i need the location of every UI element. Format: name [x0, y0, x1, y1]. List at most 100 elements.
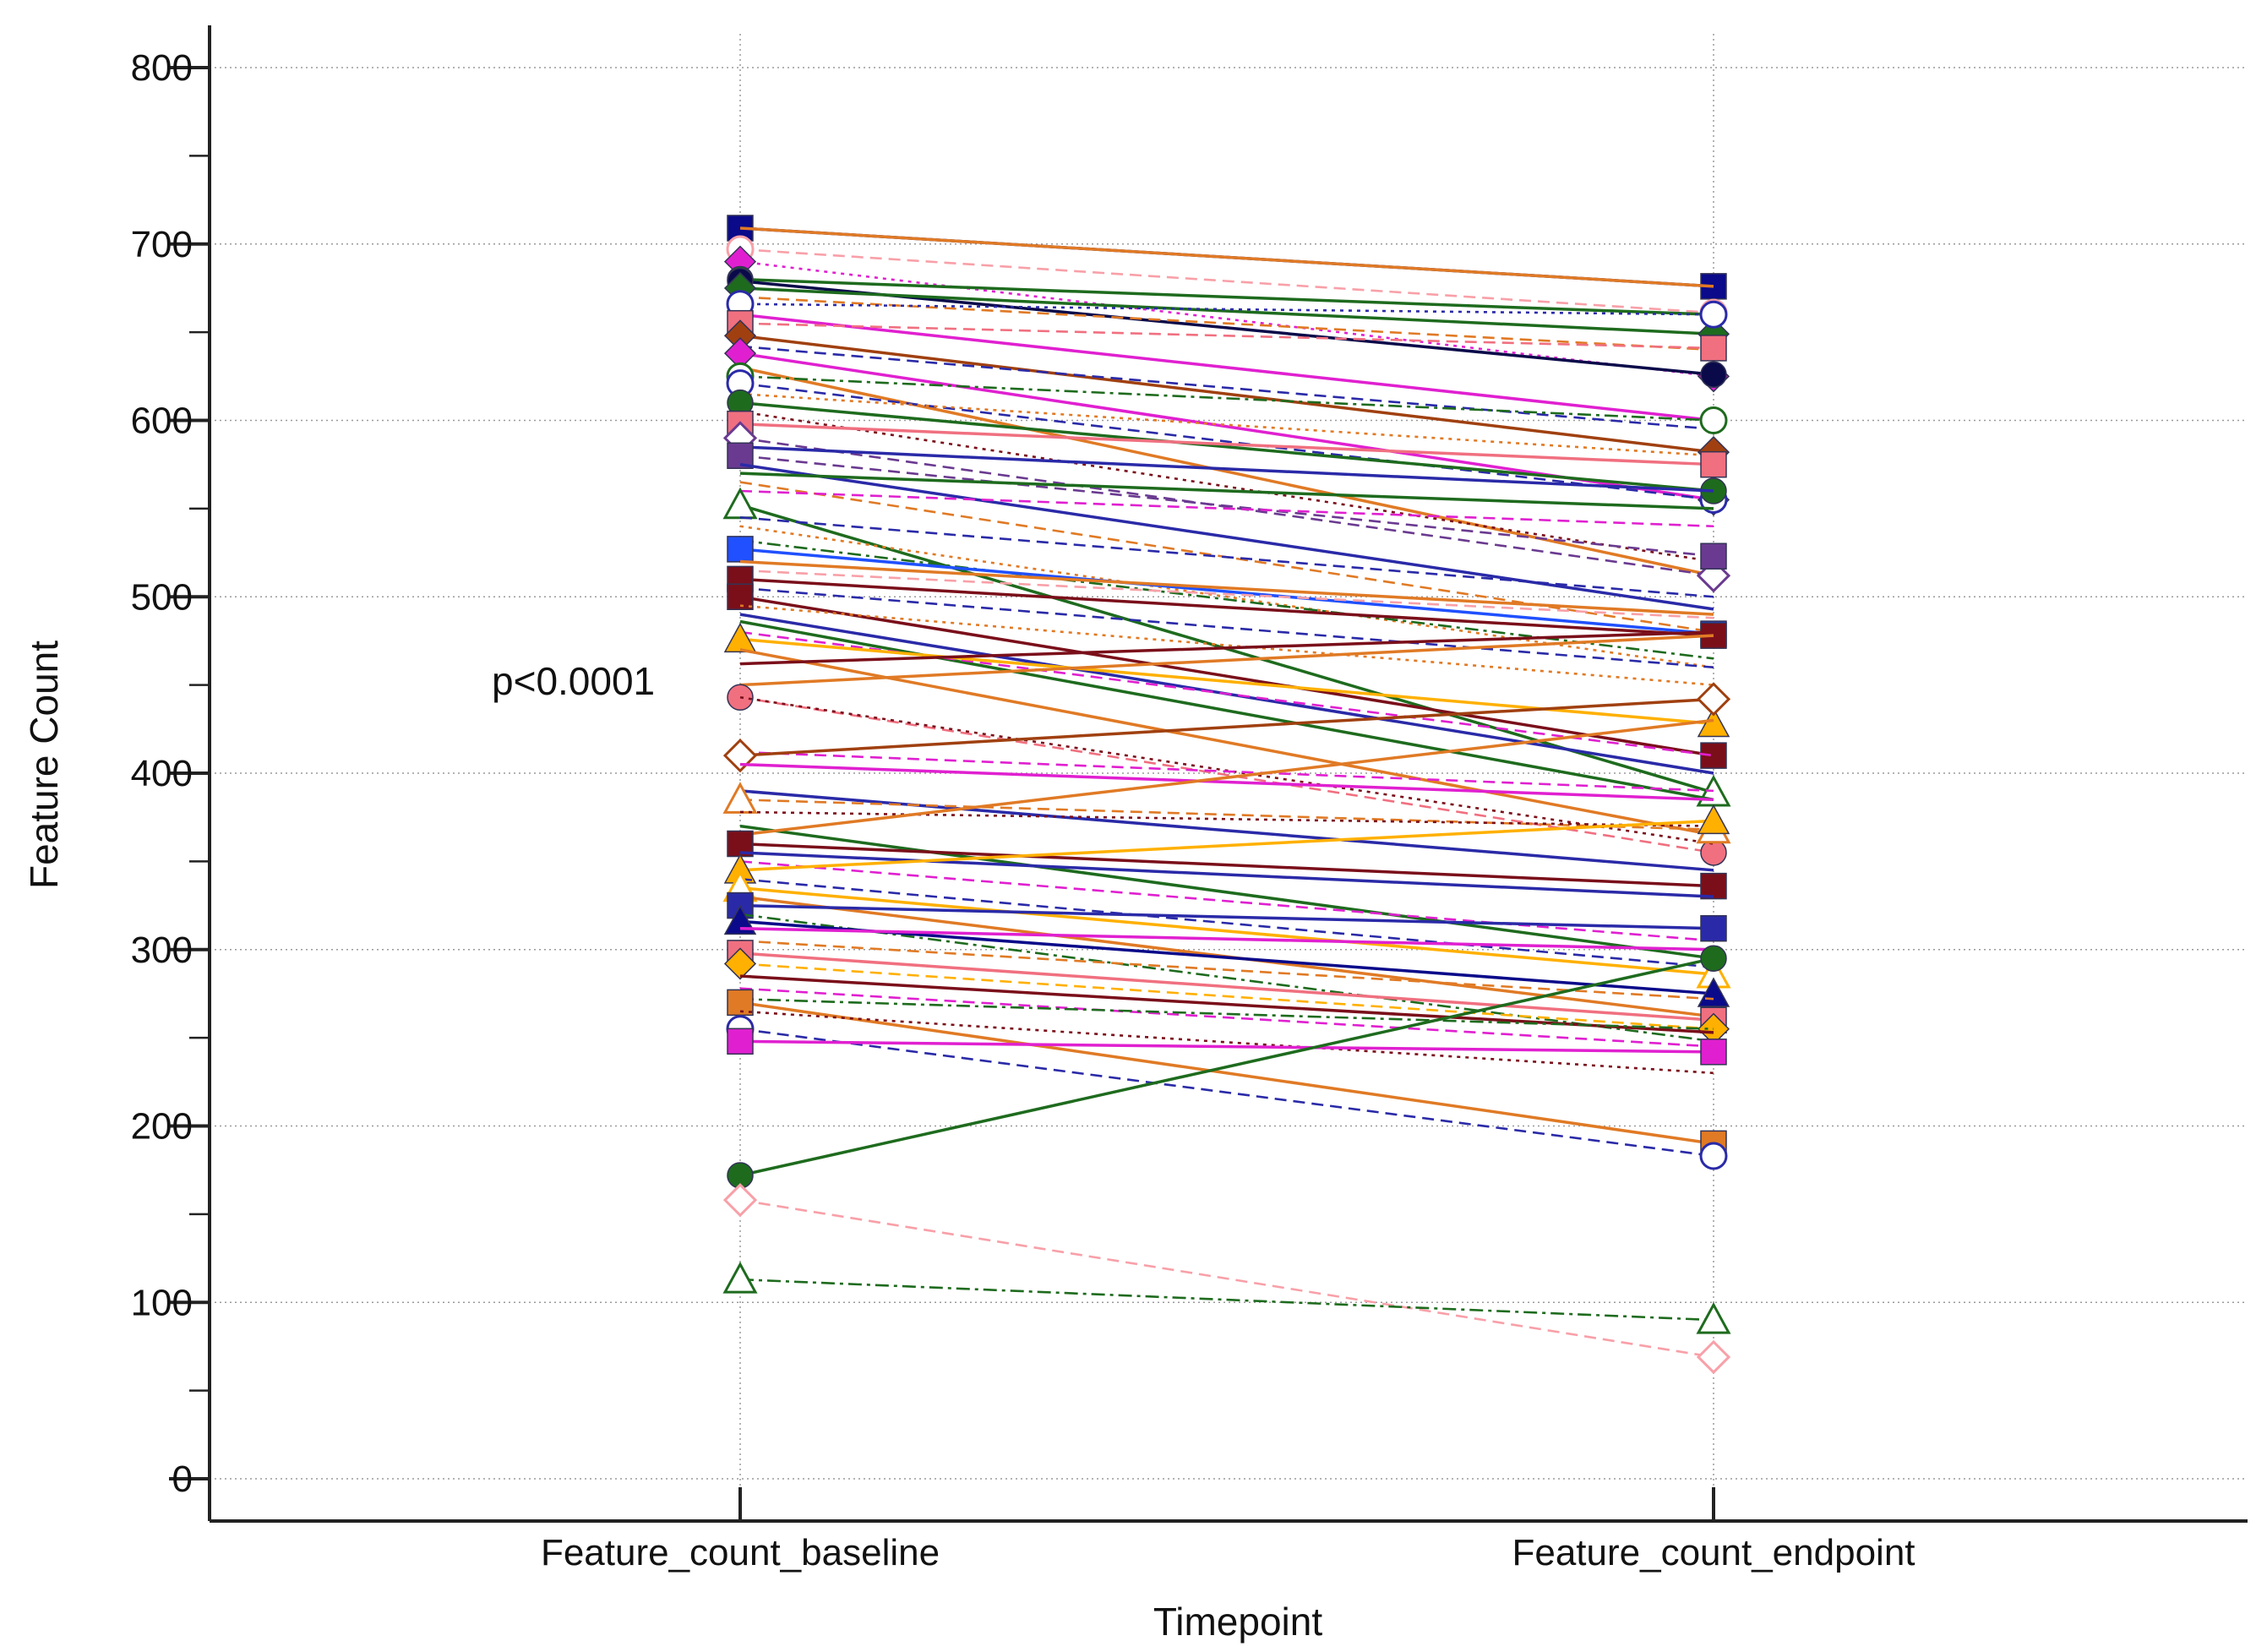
y-tick-label: 600 [131, 401, 193, 442]
series-S56 [739, 718, 1714, 837]
series-S41 [739, 619, 1714, 802]
series-point [723, 904, 757, 935]
series-S64 [727, 891, 1727, 942]
series-line [739, 226, 1714, 288]
series-line [739, 569, 1714, 619]
series-S50 [722, 682, 1731, 773]
series-line [739, 619, 1714, 802]
series-point [1696, 1301, 1731, 1334]
series-S04 [723, 245, 1730, 393]
series-line [739, 366, 1714, 577]
series-point [1696, 774, 1731, 807]
series-line [739, 462, 1714, 611]
series-line [739, 630, 1714, 757]
series-S55 [739, 824, 1714, 960]
series-line [739, 926, 1714, 951]
series-point [722, 1261, 758, 1294]
series-S46 [739, 634, 1714, 687]
series-S51 [739, 762, 1714, 802]
series-S58 [739, 851, 1714, 898]
series-line [739, 586, 1714, 669]
series-point [1700, 945, 1727, 972]
series-line [739, 454, 1714, 558]
series-point [1699, 300, 1728, 329]
series-point [727, 536, 754, 563]
series-S59 [739, 860, 1714, 942]
series-line [739, 392, 1714, 457]
series-line [739, 472, 1714, 510]
series-line [739, 634, 1714, 687]
series-line [739, 577, 1714, 637]
series-line [739, 762, 1714, 802]
series-point [1700, 872, 1727, 900]
series-line [739, 445, 1714, 493]
series-line [739, 334, 1714, 454]
series-line [739, 913, 1714, 1043]
series-point [1700, 450, 1727, 478]
series-line [739, 695, 1714, 854]
series-point [722, 782, 758, 814]
y-tick-label: 200 [131, 1106, 193, 1148]
series-S30 [739, 516, 1714, 598]
series-point [723, 622, 757, 653]
series-line [739, 842, 1714, 888]
series-line [739, 248, 1714, 314]
series-point [727, 1028, 754, 1055]
series-line [739, 903, 1714, 930]
y-tick-label: 800 [131, 47, 193, 89]
series-line [739, 1039, 1714, 1054]
series-point [1700, 542, 1727, 570]
y-tick-label: 100 [131, 1282, 193, 1323]
series-point [1700, 914, 1727, 942]
series-S21 [727, 410, 1727, 478]
series-S15 [739, 366, 1714, 577]
series-line [739, 860, 1714, 942]
series-S34 [739, 559, 1714, 616]
series-point [1700, 839, 1727, 866]
series-S18 [739, 392, 1714, 457]
series-S49 [739, 750, 1714, 793]
x-axis-title: Timepoint [1153, 1600, 1322, 1644]
series-S28 [739, 489, 1714, 528]
series-line [739, 1000, 1714, 1146]
series-S45 [739, 630, 1714, 666]
series-line [739, 957, 1714, 1177]
series-line [739, 951, 1714, 1022]
series-line [739, 697, 1714, 757]
series-point [723, 947, 757, 980]
series-line [739, 260, 1714, 378]
series-point [1699, 1142, 1728, 1170]
series-line [739, 382, 1714, 501]
series-S79 [722, 1183, 1731, 1375]
series-line [739, 630, 1714, 666]
series-S20 [739, 410, 1714, 563]
series-line [739, 516, 1714, 598]
series-line [739, 1198, 1714, 1359]
series-line [739, 410, 1714, 563]
series-line [739, 548, 1714, 635]
series-S13 [739, 345, 1714, 431]
series-S57 [727, 830, 1727, 900]
series-line [739, 1278, 1714, 1322]
y-tick-label: 300 [131, 930, 193, 971]
series-line [739, 303, 1714, 316]
series-S24 [727, 442, 1727, 570]
series-point [727, 442, 754, 469]
series-S75 [739, 1010, 1714, 1075]
series-point [1699, 406, 1728, 434]
series-line [739, 595, 1714, 757]
y-tick-label: 400 [131, 753, 193, 794]
series-point [722, 487, 758, 520]
axis-layer [169, 25, 2248, 1523]
series-line [739, 997, 1714, 1030]
series-point [1700, 742, 1727, 769]
series-S78 [727, 945, 1727, 1189]
y-tick-label: 0 [172, 1458, 193, 1500]
series-point [722, 739, 758, 773]
series-line [739, 322, 1714, 350]
y-axis-title: Feature Count [22, 641, 66, 889]
x-tick-label-baseline: Feature_count_baseline [541, 1532, 940, 1573]
y-tick-label: 500 [131, 576, 193, 618]
